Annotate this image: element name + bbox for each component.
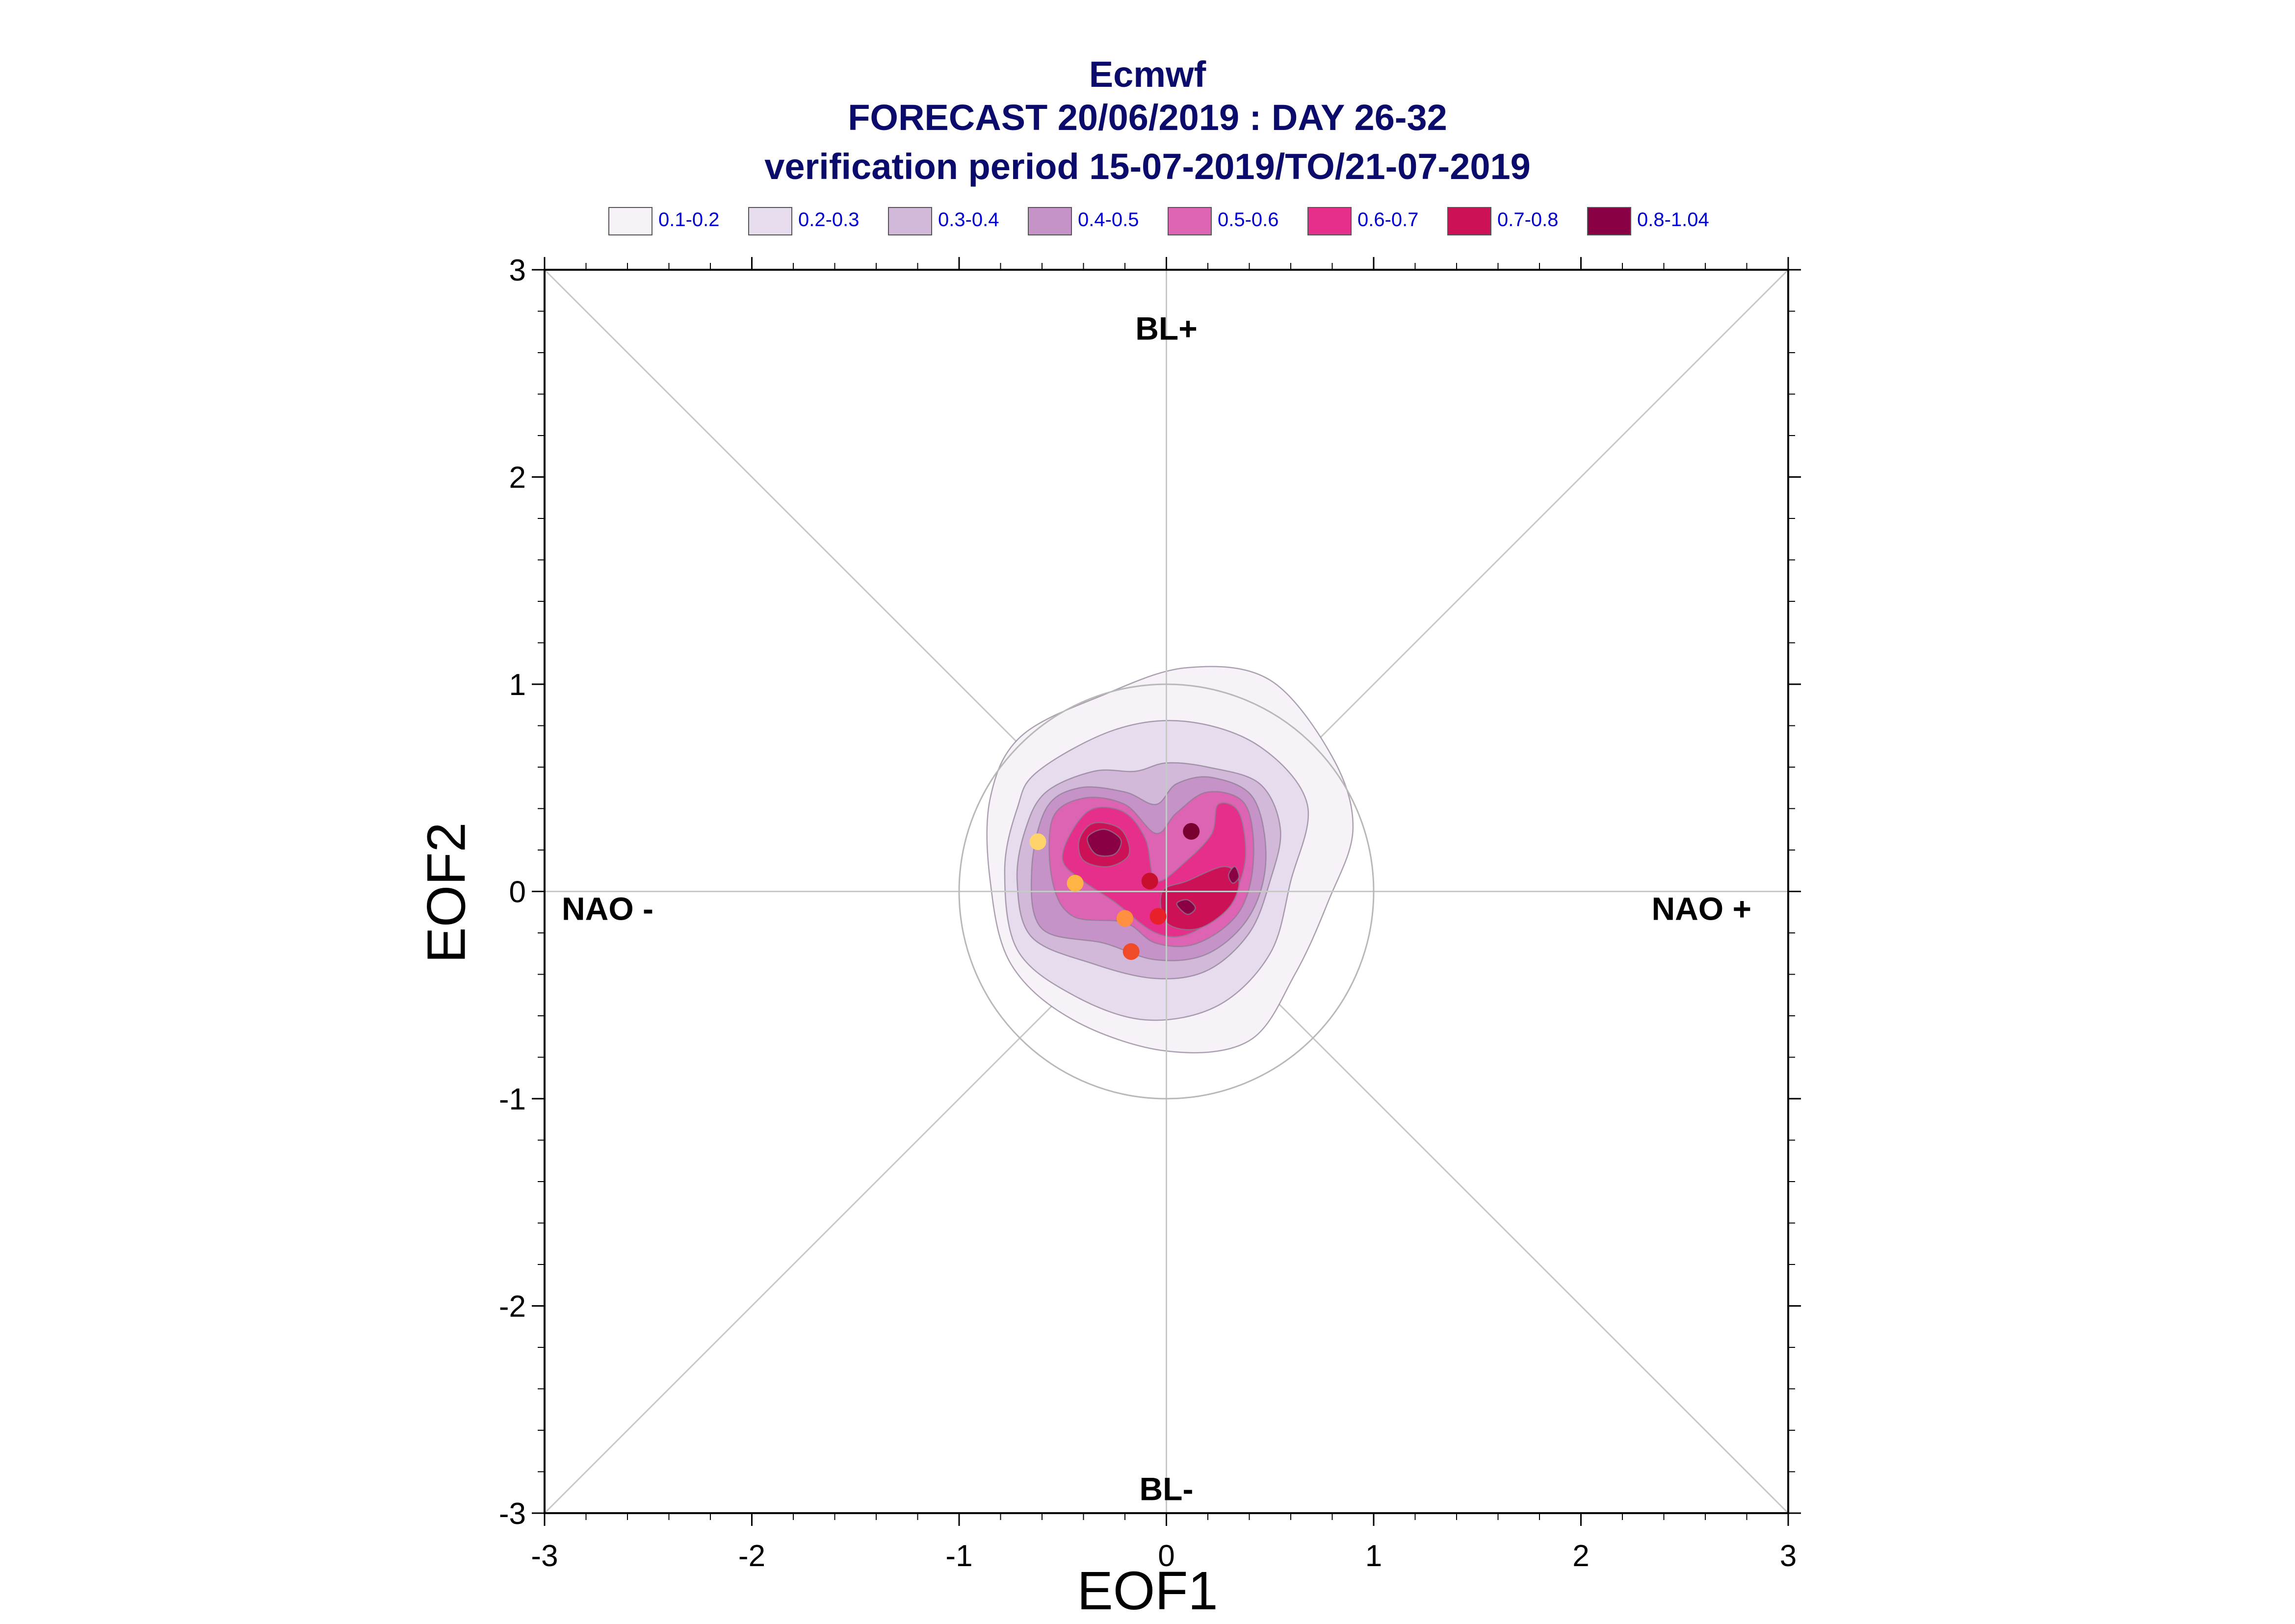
ensemble-point xyxy=(1067,875,1084,892)
x-axis-title: EOF1 xyxy=(1077,1561,1218,1621)
ensemble-point xyxy=(1183,823,1200,840)
reference-circle xyxy=(958,683,1375,1100)
y-tick-label: 3 xyxy=(509,254,526,287)
x-tick-label: -1 xyxy=(945,1539,972,1573)
legend-label: 0.7-0.8 xyxy=(1497,209,1559,231)
ensemble-point xyxy=(1149,908,1167,925)
verification-period: verification period 15-07-2019/TO/21-07-… xyxy=(764,146,1531,187)
legend-label: 0.4-0.5 xyxy=(1078,209,1139,231)
y-tick-label: 2 xyxy=(509,461,526,495)
x-tick-label: 0 xyxy=(1158,1539,1174,1573)
legend-label: 0.5-0.6 xyxy=(1218,209,1279,231)
legend-label: 0.8-1.04 xyxy=(1637,209,1709,231)
chart-subtitle: FORECAST 20/06/2019 : DAY 26-32 xyxy=(848,97,1447,138)
legend-swatch xyxy=(888,207,932,235)
y-tick-label: 1 xyxy=(509,668,526,702)
y-tick-label: -2 xyxy=(499,1290,526,1324)
legend-swatch xyxy=(748,207,792,235)
x-tick-label: 2 xyxy=(1572,1539,1589,1573)
legend-label: 0.3-0.4 xyxy=(938,209,999,231)
legend-swatch xyxy=(1168,207,1212,235)
regime-label-nao-plus: NAO + xyxy=(1651,890,1751,927)
x-tick-label: -3 xyxy=(531,1539,558,1573)
y-tick-label: -3 xyxy=(499,1497,526,1531)
regime-label-bl-minus: BL- xyxy=(1140,1470,1194,1507)
x-tick-label: 3 xyxy=(1780,1539,1797,1573)
density-contour xyxy=(1160,866,1240,930)
x-tick-label: 1 xyxy=(1365,1539,1382,1573)
y-tick-label: -1 xyxy=(499,1083,526,1116)
legend-swatch xyxy=(1307,207,1352,235)
ensemble-point xyxy=(1029,833,1046,851)
legend-swatch xyxy=(1447,207,1491,235)
legend-swatch xyxy=(1028,207,1072,235)
y-tick-label: 0 xyxy=(509,876,526,909)
x-tick-label: -2 xyxy=(738,1539,765,1573)
density-contour xyxy=(1228,866,1240,884)
density-contour xyxy=(1176,899,1196,915)
ensemble-point xyxy=(1141,873,1158,890)
chart-title: Ecmwf xyxy=(1089,54,1206,95)
regime-label-bl-plus: BL+ xyxy=(1135,310,1198,346)
regime-label-nao-minus: NAO - xyxy=(562,890,653,927)
legend-swatch xyxy=(1587,207,1631,235)
legend-label: 0.2-0.3 xyxy=(798,209,860,231)
ensemble-point xyxy=(1122,943,1140,960)
y-axis-title: EOF2 xyxy=(416,822,477,963)
legend-label: 0.1-0.2 xyxy=(658,209,720,231)
legend-label: 0.6-0.7 xyxy=(1357,209,1419,231)
density-contour xyxy=(1087,828,1122,857)
ensemble-point xyxy=(1117,910,1133,927)
legend-swatch xyxy=(608,207,652,235)
